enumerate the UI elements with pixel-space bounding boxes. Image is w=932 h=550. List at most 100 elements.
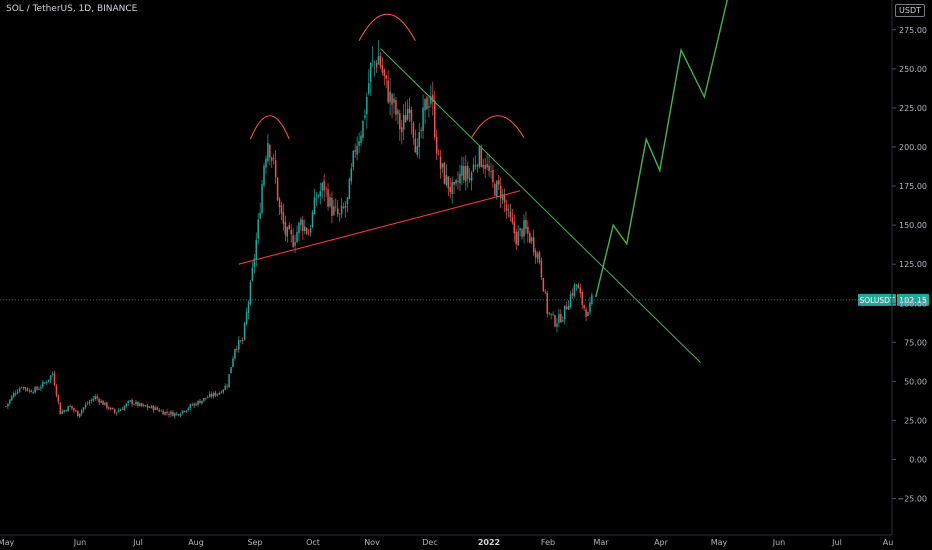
candle-body bbox=[294, 242, 296, 246]
candle-body bbox=[102, 400, 104, 405]
candle-body bbox=[247, 302, 250, 314]
candle-body bbox=[465, 165, 467, 182]
candle-body bbox=[203, 397, 205, 401]
candle-body bbox=[108, 407, 110, 409]
candle-body bbox=[123, 406, 126, 411]
candle-body bbox=[544, 291, 547, 293]
candle-body bbox=[530, 237, 533, 242]
candle-body bbox=[94, 396, 96, 399]
candle-body bbox=[532, 237, 535, 253]
price-tick-label: 0.00 bbox=[909, 456, 927, 465]
candle-body bbox=[498, 180, 500, 185]
candle-body bbox=[433, 100, 436, 138]
price-tick-label: 125.00 bbox=[899, 260, 927, 269]
candle-body bbox=[179, 414, 182, 416]
candle-body bbox=[412, 123, 415, 138]
price-tick-label: 175.00 bbox=[899, 182, 927, 191]
candle-body bbox=[399, 113, 401, 130]
candle-body bbox=[563, 305, 566, 320]
candle-body bbox=[141, 403, 143, 407]
candle-body bbox=[160, 410, 162, 412]
candle-body bbox=[482, 165, 484, 168]
candle-body bbox=[569, 294, 572, 307]
candle-body bbox=[389, 91, 391, 103]
candle-body bbox=[269, 144, 271, 158]
candle-body bbox=[11, 396, 13, 401]
candle-body bbox=[57, 395, 60, 403]
candle-body bbox=[461, 165, 463, 176]
candle-body bbox=[317, 195, 320, 197]
candle-body bbox=[63, 410, 65, 412]
candle-body bbox=[9, 399, 11, 404]
candle-body bbox=[230, 367, 232, 374]
candle-body bbox=[214, 392, 217, 396]
candle-body bbox=[387, 80, 389, 103]
candle-body bbox=[476, 165, 479, 167]
candle-body bbox=[26, 388, 29, 391]
candle-body bbox=[511, 217, 514, 223]
candle-body bbox=[170, 411, 172, 415]
candle-body bbox=[238, 340, 240, 350]
candle-body bbox=[228, 374, 230, 388]
candle-body bbox=[523, 220, 525, 237]
candle-body bbox=[565, 306, 568, 310]
candle-body bbox=[589, 302, 591, 313]
candle-body bbox=[142, 405, 145, 406]
candle-body bbox=[344, 205, 347, 208]
candle-body bbox=[414, 138, 417, 153]
candle-body bbox=[319, 191, 322, 197]
candle-body bbox=[305, 228, 308, 234]
candle-body bbox=[288, 225, 290, 230]
time-tick-label: Feb bbox=[541, 538, 555, 547]
candle-body bbox=[391, 94, 393, 105]
candle-body bbox=[331, 197, 333, 216]
candle-body bbox=[457, 181, 459, 183]
candle-body bbox=[327, 189, 329, 207]
candle-body bbox=[354, 150, 356, 152]
candle-body bbox=[366, 96, 368, 115]
candle-body bbox=[28, 390, 31, 392]
current-price-label: 102.15 bbox=[899, 296, 927, 305]
candle-body bbox=[191, 404, 193, 406]
candle-body bbox=[338, 213, 341, 215]
candle-body bbox=[88, 401, 91, 404]
candle-body bbox=[168, 413, 170, 415]
candle-body bbox=[241, 340, 244, 341]
candle-body bbox=[300, 219, 302, 225]
candle-body bbox=[527, 227, 529, 234]
price-tick-label: 75.00 bbox=[904, 338, 927, 347]
candle-body bbox=[199, 400, 201, 404]
candle-body bbox=[133, 404, 135, 406]
candle-body bbox=[73, 408, 75, 411]
candle-body bbox=[286, 227, 289, 237]
candle-body bbox=[556, 323, 558, 327]
candle-body bbox=[115, 412, 118, 414]
candle-body bbox=[253, 258, 256, 267]
candle-body bbox=[546, 292, 549, 314]
price-tick-label: 250.00 bbox=[899, 65, 927, 74]
candle-body bbox=[185, 410, 188, 412]
candle-body bbox=[424, 99, 426, 111]
candle-body bbox=[395, 100, 397, 115]
candle-body bbox=[212, 392, 215, 397]
candle-body bbox=[162, 410, 164, 415]
candle-body bbox=[282, 212, 285, 224]
candle-body bbox=[5, 406, 7, 408]
candle-body bbox=[152, 405, 155, 411]
candle-body bbox=[329, 196, 331, 207]
candle-body bbox=[346, 197, 349, 204]
candle-body bbox=[311, 212, 314, 227]
candle-body bbox=[309, 228, 312, 233]
candle-body bbox=[117, 410, 120, 413]
candle-body bbox=[585, 309, 587, 317]
candle-body bbox=[20, 387, 23, 389]
candle-body bbox=[280, 205, 283, 214]
candle-body bbox=[111, 407, 114, 410]
projection-path bbox=[595, 0, 728, 298]
shoulder-arc bbox=[249, 115, 290, 140]
candle-body bbox=[538, 251, 541, 263]
currency-button[interactable]: USDT bbox=[895, 4, 925, 17]
candle-body bbox=[534, 250, 537, 258]
candle-body bbox=[222, 389, 225, 393]
